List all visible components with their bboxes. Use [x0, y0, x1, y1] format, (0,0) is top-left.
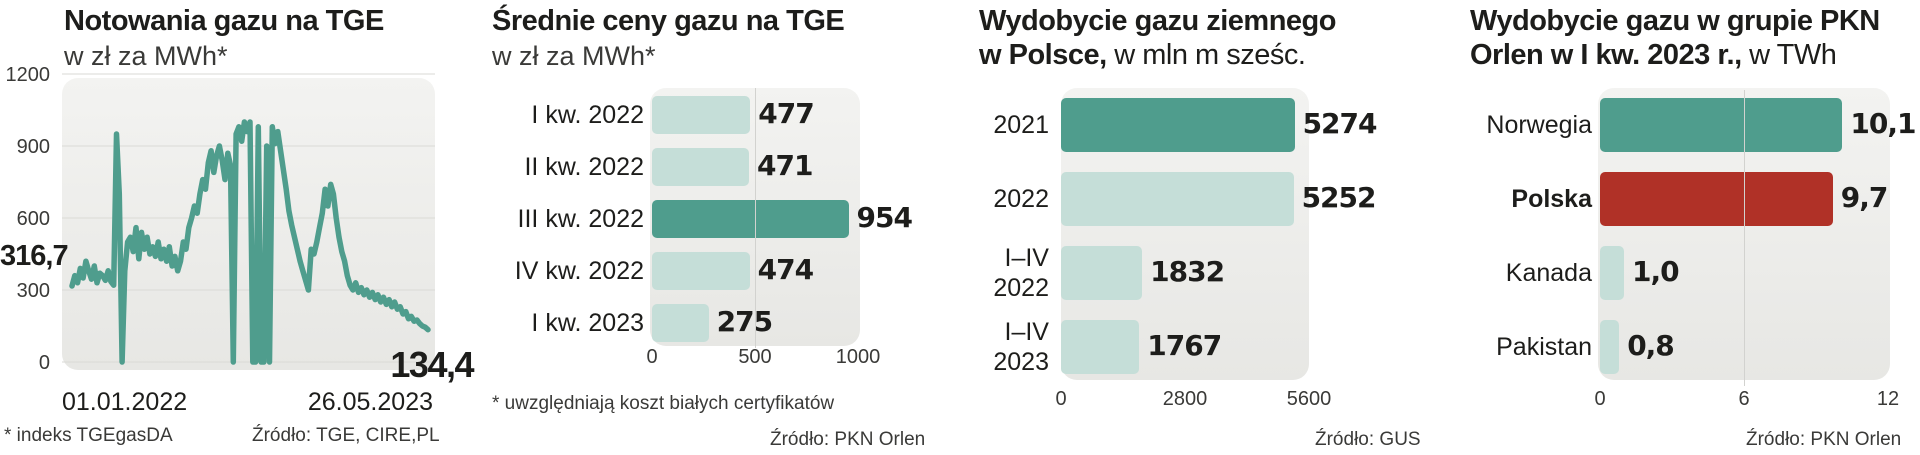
value-label: 954 [856, 201, 913, 234]
x-tick-label: 01.01.2022 [62, 388, 187, 416]
bar [1061, 172, 1294, 226]
grid-line [755, 88, 756, 348]
category-label: 2021 [993, 111, 1049, 139]
bar [1600, 320, 1620, 374]
category-label: Norwegia [1486, 111, 1592, 139]
title-unit: w mln m sześc. [1106, 39, 1306, 71]
end-value-label: 134,4 [390, 344, 474, 385]
value-label: 0,8 [1627, 329, 1675, 362]
y-tick-label: 600 [17, 208, 50, 230]
category-label: I–IV 2022 [993, 244, 1049, 302]
y-tick-label: 300 [17, 280, 50, 302]
x-tick-label: 26.05.2023 [308, 388, 433, 416]
chart-source: Źródło: PKN Orlen [770, 429, 926, 450]
bar [652, 96, 751, 134]
value-label: 471 [757, 149, 813, 182]
value-label: 1,0 [1632, 255, 1680, 288]
series-line [69, 119, 431, 365]
value-label: 9,7 [1840, 181, 1889, 214]
chart-title: Wydobycie gazu ziemnego w Polsce, w mln … [979, 4, 1336, 72]
category-label: I kw. 2023 [531, 309, 644, 337]
value-label: 5252 [1301, 181, 1377, 214]
title-line-1: Wydobycie gazu ziemnego [979, 5, 1336, 37]
title-line-2: w Polsce, [979, 39, 1107, 71]
chart-average-gas-prices: Średnie ceny gazu na TGE w zł za MWh* I … [490, 0, 950, 455]
x-tick-label: 0 [646, 346, 658, 368]
bar [1600, 98, 1843, 152]
title-unit: w TWh [1741, 39, 1837, 71]
x-tick-label: 0 [1594, 388, 1606, 410]
category-label: 2022 [993, 185, 1049, 213]
x-tick-label: 12 [1876, 388, 1900, 410]
y-tick-label: 1200 [6, 64, 51, 86]
x-tick-label: 500 [738, 346, 772, 368]
category-label: I–IV 2023 [993, 318, 1049, 376]
x-tick-label: 6 [1738, 388, 1750, 410]
chart-subtitle: w zł za MWh* [64, 41, 228, 71]
chart-orlen-gas-extraction: Wydobycie gazu w grupie PKN Orlen w I kw… [1468, 0, 1920, 455]
bar [1061, 320, 1140, 374]
x-tick-label: 1000 [835, 346, 881, 368]
chart-source: Źródło: PKN Orlen [1746, 429, 1902, 450]
value-label: 5274 [1302, 107, 1378, 140]
category-label: III kw. 2022 [517, 205, 644, 233]
grid-line [1744, 90, 1745, 386]
value-label: 477 [758, 97, 814, 130]
chart-title: Średnie ceny gazu na TGE [492, 5, 845, 37]
category-label: IV kw. 2022 [514, 257, 644, 285]
bar [652, 200, 849, 238]
y-tick-label: 0 [39, 352, 50, 374]
bar [1061, 98, 1295, 152]
value-label: 10,1 [1850, 107, 1916, 140]
category-label: I kw. 2022 [531, 101, 644, 129]
chart-gas-extraction-poland: Wydobycie gazu ziemnego w Polsce, w mln … [975, 0, 1435, 455]
chart-title: Wydobycie gazu w grupie PKN Orlen w I kw… [1470, 4, 1880, 72]
x-tick-label: 0 [1055, 388, 1067, 410]
value-label: 1767 [1147, 329, 1222, 362]
x-tick-label: 5600 [1286, 388, 1332, 410]
bar [652, 148, 750, 186]
start-value-label: 316,7 [0, 240, 68, 272]
bar [1600, 246, 1624, 300]
chart-source: Źródło: GUS [1315, 429, 1421, 450]
x-tick-label: 2800 [1162, 388, 1208, 410]
category-label: Pakistan [1496, 333, 1592, 361]
category-label: II kw. 2022 [524, 153, 644, 181]
title-line-2: Orlen w I kw. 2023 r., [1470, 39, 1742, 71]
chart-footnote: * uwzględniają koszt białych certyfikató… [492, 393, 835, 414]
bar [1061, 246, 1143, 300]
category-label: Polska [1511, 185, 1592, 213]
chart-footnote: * indeks TGEgasDA [4, 425, 173, 446]
bar [652, 304, 709, 342]
title-line-1: Wydobycie gazu w grupie PKN [1470, 5, 1880, 37]
category-label: Kanada [1505, 259, 1592, 287]
value-label: 1832 [1150, 255, 1225, 288]
line-chart-svg: 1200 900 600 300 0 316,7 134,4 01.01.2022 26.05.… [0, 64, 476, 416]
value-label: 275 [716, 305, 773, 338]
chart-gas-prices-tge: Notowania gazu na TGE w zł za MWh* 1200 9… [0, 0, 480, 455]
chart-title: Notowania gazu na TGE [64, 5, 384, 37]
chart-subtitle: w zł za MWh* [492, 41, 656, 71]
y-tick-label: 900 [17, 136, 50, 158]
chart-source: Źródło: TGE, CIRE,PL [252, 425, 440, 446]
bar [652, 252, 750, 290]
bar [1600, 172, 1833, 226]
value-label: 474 [757, 253, 814, 286]
